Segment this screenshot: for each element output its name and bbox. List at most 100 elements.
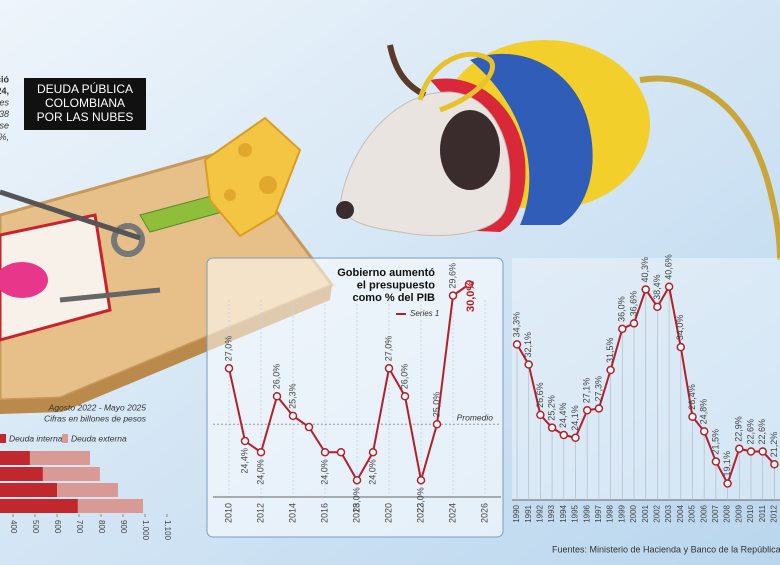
point <box>711 457 721 466</box>
point <box>448 291 458 300</box>
note-fragment: se <box>0 120 9 130</box>
value-label: 40,3% <box>640 257 650 283</box>
point <box>641 285 650 294</box>
x-tick-label: 2008 <box>723 504 732 522</box>
x-tick-label: 500 <box>31 520 40 534</box>
x-tick-label: 1994 <box>559 504 568 522</box>
value-label: 27,0% <box>383 336 393 362</box>
reference-label: Promedio <box>457 413 494 423</box>
value-label: 25,2% <box>546 395 556 421</box>
point <box>336 447 346 457</box>
point <box>618 324 627 334</box>
bar-segment <box>0 499 78 513</box>
value-label: 23,0% <box>351 487 361 513</box>
x-tick-label: 2012 <box>255 503 265 523</box>
point <box>770 460 779 469</box>
legend-swatch <box>0 434 6 443</box>
point <box>547 423 557 432</box>
bar-segment <box>0 467 43 481</box>
x-tick-label: 2018 <box>351 503 361 523</box>
subtitle: Cifras en billones de pesos <box>44 413 147 423</box>
point <box>664 282 674 291</box>
note-fragment: 24, <box>0 86 9 96</box>
title: COLOMBIANA <box>45 96 125 110</box>
x-tick-label: 2026 <box>479 503 489 523</box>
point <box>629 319 639 328</box>
x-tick-label: 700 <box>75 520 84 534</box>
point <box>416 475 426 485</box>
x-tick-label: 2010 <box>223 503 233 523</box>
value-label: 36,6% <box>628 291 638 317</box>
x-tick-label: 400 <box>9 520 18 534</box>
point <box>571 433 580 443</box>
x-tick-label: 2016 <box>319 503 329 523</box>
x-tick-label: 1998 <box>606 504 615 522</box>
x-tick-label: 2002 <box>653 504 662 522</box>
point <box>606 365 615 375</box>
x-tick-label: 1997 <box>594 504 603 522</box>
note-fragment: %, <box>0 132 9 142</box>
value-label: 21,2% <box>769 432 779 458</box>
value-label: 24,1% <box>570 405 580 431</box>
mouse-illustration <box>336 40 780 261</box>
bar-segment <box>42 467 100 481</box>
x-tick-label: 2004 <box>676 504 685 522</box>
note-fragment: es <box>0 97 9 107</box>
x-tick-label: 2006 <box>699 504 708 522</box>
point <box>288 411 298 421</box>
x-tick-label: 1.100 <box>163 520 172 541</box>
value-label: 22,6% <box>745 419 755 445</box>
point <box>384 364 394 373</box>
x-tick-label: 900 <box>119 520 128 534</box>
point <box>676 342 686 352</box>
point <box>256 447 266 457</box>
value-label: 24,4% <box>558 402 568 428</box>
value-label: 36,0% <box>617 296 627 322</box>
value-label: 34,0% <box>675 315 685 341</box>
x-tick-label: 2020 <box>383 503 393 523</box>
x-tick-label: 2014 <box>287 503 297 523</box>
title-box <box>24 78 146 130</box>
x-tick-label: 2003 <box>664 504 673 522</box>
point <box>304 422 314 432</box>
point <box>464 280 474 289</box>
legend-label: Deuda externa <box>71 433 127 443</box>
x-tick-label: 1995 <box>571 504 580 522</box>
legend-label: Deuda interna <box>9 433 63 443</box>
x-tick-label: 1.000 <box>141 520 150 541</box>
panel <box>206 257 504 538</box>
value-label: 24,0% <box>255 459 265 485</box>
value-label: 27,1% <box>582 378 592 404</box>
value-label: 25,3% <box>287 383 297 409</box>
x-tick-label: 1996 <box>582 504 591 522</box>
value-label: 32,1% <box>523 332 533 358</box>
point <box>594 404 604 413</box>
x-tick-label: 1990 <box>512 504 521 522</box>
value-label: 30,0% <box>465 281 477 312</box>
value-label: 31,5% <box>605 337 615 363</box>
point <box>688 412 697 421</box>
point <box>746 447 756 456</box>
chart-title: Gobierno aumentó <box>337 267 435 279</box>
x-tick-label: 2007 <box>711 504 720 522</box>
title: POR LAS NUBES <box>37 110 134 124</box>
point <box>224 364 234 373</box>
point <box>699 427 709 436</box>
note-fragment: 38 <box>0 109 9 119</box>
x-tick-label: 600 <box>53 520 62 534</box>
point <box>758 447 767 456</box>
chart-title: el presupuesto <box>357 279 436 291</box>
value-label: 19,1% <box>722 451 732 477</box>
bar-segment <box>29 451 90 465</box>
point <box>432 420 442 429</box>
value-label: 38,4% <box>652 274 662 300</box>
point <box>536 410 545 420</box>
value-label: 27,3% <box>593 376 603 402</box>
value-label: 26,0% <box>399 364 409 390</box>
note-fragment: ció <box>0 74 9 84</box>
x-tick-label: 2001 <box>641 504 650 522</box>
x-tick-label: 1999 <box>617 504 626 522</box>
value-label: 21,5% <box>710 429 720 455</box>
point <box>735 444 744 453</box>
